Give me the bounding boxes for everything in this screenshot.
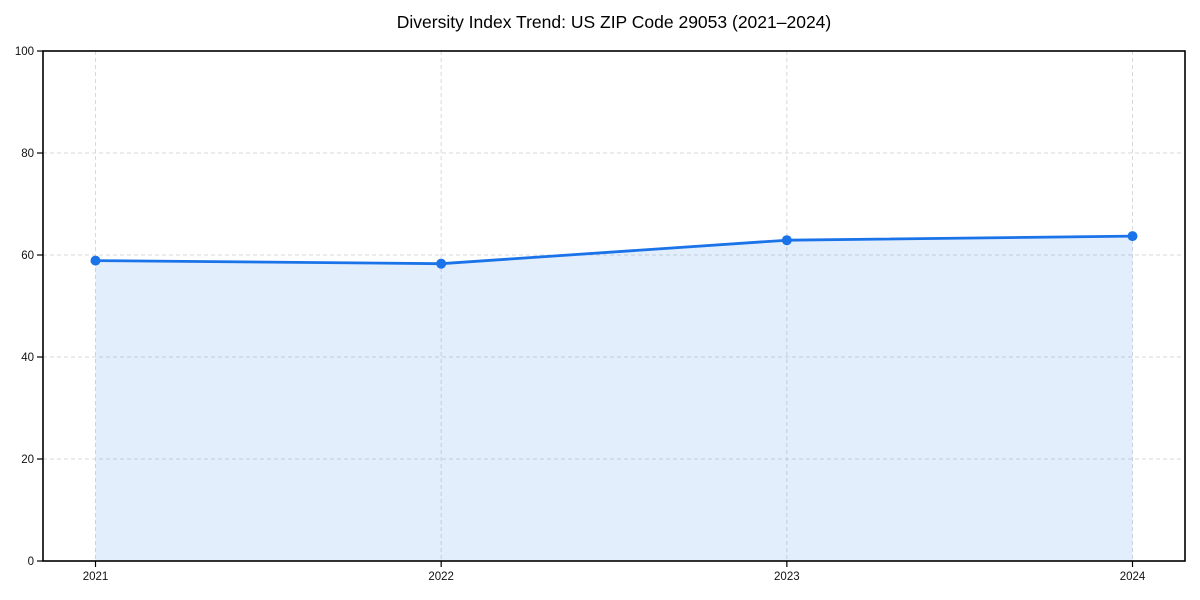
x-tick-label: 2022 <box>428 571 454 583</box>
y-tick-label: 100 <box>15 46 34 58</box>
x-tick-label: 2023 <box>774 571 800 583</box>
x-tick-label: 2024 <box>1120 571 1146 583</box>
y-tick-label: 20 <box>21 454 34 466</box>
y-tick-label: 0 <box>28 556 34 568</box>
data-point-2022 <box>436 258 447 269</box>
plot-frame <box>42 50 1186 562</box>
chart-title: Diversity Index Trend: US ZIP Code 29053… <box>396 12 832 32</box>
data-point-2023 <box>781 235 792 246</box>
y-tick-label: 60 <box>21 250 34 262</box>
y-tick-label: 80 <box>21 148 34 160</box>
data-point-2024 <box>1127 231 1138 242</box>
trend-line <box>94 234 1134 266</box>
area-fill <box>95 236 1133 561</box>
y-tick-label: 40 <box>21 352 34 364</box>
x-tick-label: 2021 <box>83 571 109 583</box>
data-point-2021 <box>90 255 101 266</box>
